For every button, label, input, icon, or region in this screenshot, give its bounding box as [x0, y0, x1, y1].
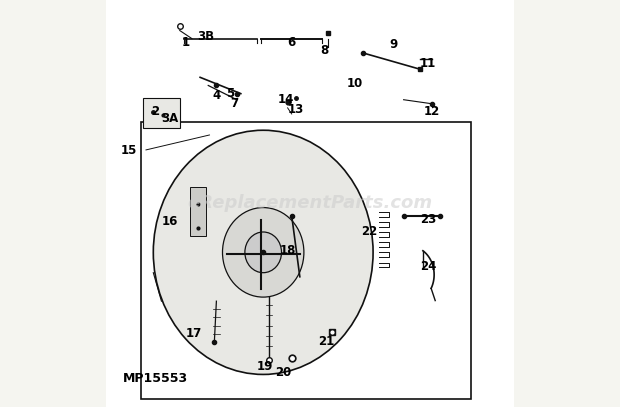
Text: 16: 16	[161, 215, 178, 228]
Text: 10: 10	[347, 77, 363, 90]
Ellipse shape	[153, 130, 373, 374]
Text: 2: 2	[151, 105, 159, 118]
Text: 19: 19	[257, 360, 273, 373]
Text: 3A: 3A	[161, 112, 178, 125]
Text: 1: 1	[182, 36, 190, 49]
Text: 23: 23	[420, 213, 436, 226]
Text: 15: 15	[121, 144, 137, 157]
Text: 24: 24	[420, 260, 436, 273]
Text: 9: 9	[389, 38, 397, 51]
Text: 7: 7	[231, 97, 239, 110]
Text: 11: 11	[420, 57, 436, 70]
Text: 8: 8	[320, 44, 329, 57]
Bar	[141, 122, 471, 399]
Text: 21: 21	[318, 335, 334, 348]
Text: 22: 22	[361, 225, 377, 239]
Text: 4: 4	[212, 89, 221, 102]
Ellipse shape	[223, 208, 304, 297]
Text: 6: 6	[288, 36, 296, 49]
Text: MP15553: MP15553	[123, 372, 188, 385]
Text: 13: 13	[288, 103, 304, 116]
Bar	[190, 187, 206, 236]
Ellipse shape	[245, 232, 281, 273]
Text: 5: 5	[226, 87, 235, 100]
Text: 14: 14	[277, 93, 294, 106]
Text: 17: 17	[186, 327, 202, 340]
Text: 18: 18	[280, 244, 296, 257]
Text: 12: 12	[424, 105, 440, 118]
Text: 20: 20	[275, 366, 291, 379]
Text: 3B: 3B	[198, 30, 215, 43]
Text: eReplacementParts.com: eReplacementParts.com	[187, 195, 433, 212]
Bar	[143, 98, 180, 128]
